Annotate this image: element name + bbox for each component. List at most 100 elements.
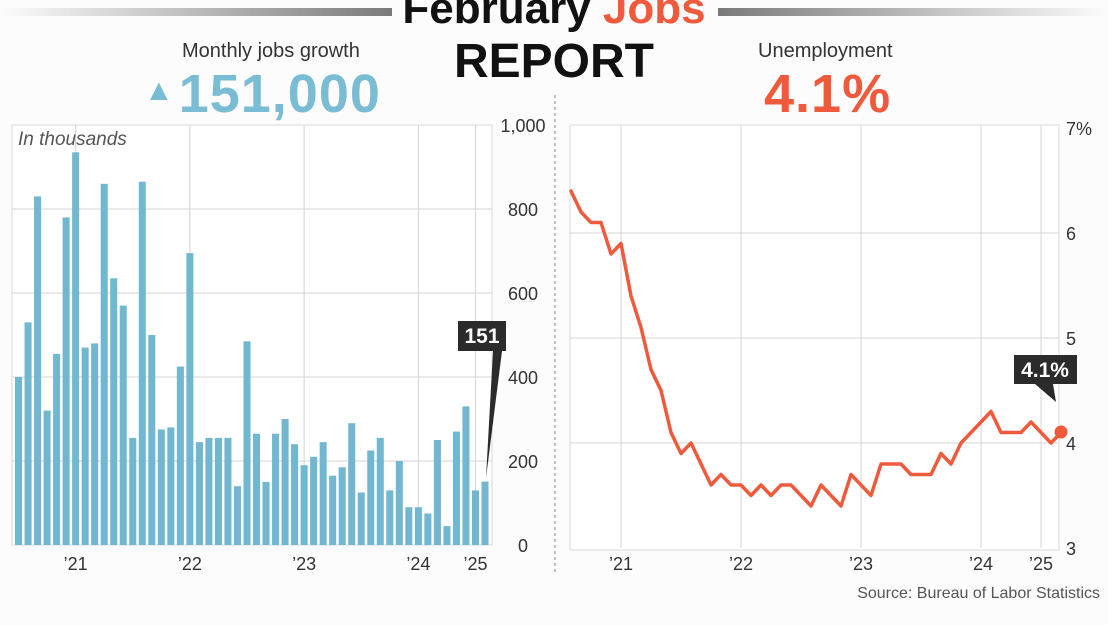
jobs-x-tick-label: ’21 [64,554,88,574]
jobs-bar [300,465,308,545]
unemployment-x-tick-label: ’22 [729,554,753,574]
jobs-bar [195,442,203,545]
unemployment-x-ticks: ’21 ’22 ’23 ’24 ’25 [609,554,1053,574]
title-accent: Jobs [602,0,706,33]
jobs-bars [15,152,489,546]
unemployment-callout: 4.1% [1014,355,1077,402]
jobs-y-tick-label: 200 [508,452,538,472]
jobs-bar [262,482,270,545]
jobs-y-tick-label: 800 [508,200,538,220]
unemployment-y-tick-label: 3 [1066,539,1076,559]
unemployment-x-tick-label: ’24 [969,554,993,574]
unemployment-x-tick-label: ’21 [609,554,633,574]
jobs-x-tick-label: ’23 [292,554,316,574]
jobs-y-tick-label: 0 [518,536,528,556]
jobs-growth-label: Monthly jobs growth [182,40,360,62]
jobs-bar [281,419,289,545]
jobs-bar [348,423,356,545]
jobs-bar [233,486,242,545]
jobs-bar [272,433,280,545]
jobs-bar [81,347,89,545]
jobs-bar [119,305,127,545]
jobs-bar [176,366,184,545]
jobs-x-tick-label: ’22 [178,554,202,574]
unemployment-chart: 3 4 5 6 7% ’21 ’22 ’23 ’24 ’25 4.1% [569,119,1092,574]
jobs-bar [357,492,365,545]
jobs-bar [376,437,384,545]
jobs-growth-value: ▲151,000 [144,63,381,125]
jobs-bar [471,490,480,545]
unemployment-value: 4.1% [764,64,892,124]
jobs-bar [53,353,61,545]
jobs-bar [72,152,80,546]
jobs-callout-box [458,321,506,351]
jobs-callout: 151 [458,321,506,478]
unemployment-last-point [1054,425,1068,439]
jobs-bar [452,431,460,545]
jobs-bar [157,429,165,545]
jobs-callout-pointer [486,351,502,478]
jobs-bar [224,437,232,545]
unemployment-grid [570,125,1059,548]
up-triangle-icon: ▲ [144,74,175,107]
jobs-bar [433,440,441,545]
jobs-growth-number: 151,000 [178,64,381,124]
source-note: Source: Bureau of Labor Statistics [857,585,1100,602]
unemployment-y-tick-label: 4 [1066,434,1076,454]
jobs-bar [205,437,213,545]
jobs-x-ticks: ’21 ’22 ’23 ’24 ’25 [64,554,488,574]
jobs-bar [62,217,70,545]
jobs-bar [129,437,137,545]
unemployment-line [569,189,1063,508]
jobs-bar [310,456,318,545]
jobs-bar [186,253,194,545]
jobs-x-tick-label: ’24 [406,554,430,574]
jobs-bar [34,196,42,545]
unemployment-y-tick-label: 6 [1066,224,1076,244]
jobs-bar [386,490,394,545]
jobs-bar [319,442,327,545]
jobs-subtitle: In thousands [18,129,127,150]
jobs-bar [100,183,108,546]
jobs-bar [424,513,432,545]
jobs-bar [15,377,23,545]
jobs-y-tick-label: 1,000 [500,116,545,136]
jobs-bar [91,343,99,545]
jobs-bar [253,433,261,545]
unemployment-label: Unemployment [758,40,893,62]
unemployment-x-tick-label: ’23 [849,554,873,574]
jobs-y-tick-label: 600 [508,284,538,304]
jobs-bar [443,526,451,545]
unemployment-callout-pointer [1035,384,1056,402]
jobs-chart: 0 200 400 600 800 1,000 ’21 ’22 ’23 ’24 ’25 In th… [11,116,546,574]
jobs-bar [338,467,346,545]
page-title-line2: REPORT [453,35,654,88]
title-rule-right [718,8,1108,16]
jobs-bar [414,507,422,545]
jobs-bar [405,507,413,545]
unemployment-y-ticks: 3 4 5 6 7% [1066,119,1092,559]
unemployment-x-tick-label: ’25 [1029,554,1053,574]
page-title: February Jobs [0,0,1108,34]
jobs-bar [167,427,175,545]
jobs-bar [43,410,51,545]
jobs-bar [110,278,118,545]
jobs-bar [367,450,375,545]
unemployment-y-tick-label: 7% [1066,119,1092,139]
jobs-bar [138,181,146,545]
jobs-y-ticks: 0 200 400 600 800 1,000 [500,116,545,556]
title-rule-left [0,8,392,16]
jobs-callout-label: 151 [464,325,499,348]
jobs-bar [462,406,470,545]
jobs-bar [481,481,489,545]
jobs-x-tick-label: ’25 [463,554,487,574]
jobs-y-tick-label: 400 [508,368,538,388]
jobs-bar [24,322,32,545]
jobs-bar [395,461,403,545]
title-part1: February [402,0,603,33]
unemployment-callout-label: 4.1% [1021,359,1069,382]
jobs-bar [148,335,156,545]
jobs-bar [214,437,222,545]
jobs-bar [291,444,299,545]
